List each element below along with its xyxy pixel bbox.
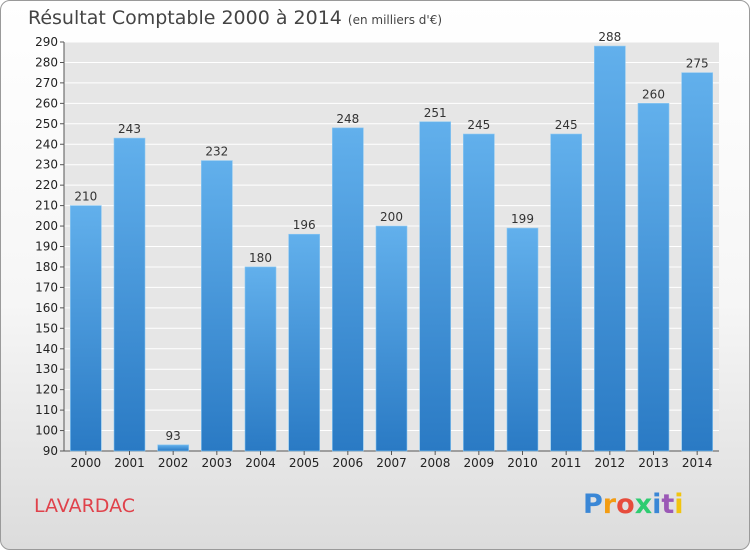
- y-tick-label: 230: [35, 158, 58, 172]
- value-label-2013: 260: [642, 87, 665, 101]
- y-tick-label: 210: [35, 199, 58, 213]
- value-label-2011: 245: [555, 118, 578, 132]
- value-label-2012: 288: [598, 30, 621, 44]
- chart-title-line: Résultat Comptable 2000 à 2014 (en millie…: [28, 7, 442, 29]
- value-label-2007: 200: [380, 210, 403, 224]
- bar-2013: [637, 103, 670, 452]
- y-tick-label: 130: [35, 362, 58, 376]
- bar-2000: [70, 205, 102, 452]
- bar-2006: [332, 127, 364, 452]
- y-tick-label: 140: [35, 342, 58, 356]
- logo-letter: o: [616, 489, 635, 520]
- chart-subtitle: (en milliers d'€): [347, 13, 443, 27]
- x-tick-label-2002: 2002: [158, 456, 189, 470]
- x-tick-label-2006: 2006: [333, 456, 364, 470]
- y-tick-label: 110: [35, 403, 58, 417]
- y-tick-label: 160: [35, 301, 58, 315]
- y-tick-label: 290: [35, 35, 58, 49]
- logo-letter: t: [661, 489, 675, 520]
- bar-2002: [157, 444, 189, 452]
- location-label: LAVARDAC: [34, 495, 136, 517]
- y-tick-label: 150: [35, 321, 58, 335]
- x-tick-label-2009: 2009: [464, 456, 495, 470]
- logo-letter: P: [583, 489, 603, 520]
- x-tick-label-2008: 2008: [420, 456, 451, 470]
- logo-letter: i: [674, 489, 684, 520]
- y-tick-label: 270: [35, 76, 58, 90]
- y-tick-label: 170: [35, 280, 58, 294]
- y-tick-label: 90: [43, 444, 58, 458]
- value-label-2001: 243: [118, 122, 141, 136]
- chart-title: Résultat Comptable 2000 à 2014: [28, 7, 342, 29]
- y-tick-label: 100: [35, 424, 58, 438]
- bar-2010: [506, 227, 539, 452]
- logo-letter: r: [602, 489, 617, 520]
- y-tick-label: 220: [35, 178, 58, 192]
- x-tick-label-2003: 2003: [202, 456, 233, 470]
- bar-2007: [375, 225, 408, 452]
- x-tick-label-2011: 2011: [551, 456, 582, 470]
- x-tick-label-2013: 2013: [638, 456, 669, 470]
- bar-2003: [201, 160, 233, 452]
- bar-2012: [594, 45, 626, 452]
- value-label-2009: 245: [467, 118, 490, 132]
- x-tick-label-2014: 2014: [682, 456, 713, 470]
- bar-2009: [463, 133, 495, 452]
- x-tick-label-2001: 2001: [114, 456, 145, 470]
- x-tick-label-2012: 2012: [595, 456, 626, 470]
- bar-2001: [113, 137, 146, 452]
- y-tick-label: 200: [35, 219, 58, 233]
- y-tick-label: 250: [35, 117, 58, 131]
- bar-2005: [288, 233, 320, 452]
- x-tick-label-2007: 2007: [376, 456, 407, 470]
- x-tick-label-2000: 2000: [71, 456, 102, 470]
- proxiti-logo: Proxiti: [583, 489, 684, 520]
- y-tick-label: 180: [35, 260, 58, 274]
- bar-2011: [550, 133, 582, 452]
- bar-2014: [681, 72, 713, 452]
- value-label-2004: 180: [249, 251, 272, 265]
- logo-letter: x: [634, 489, 653, 520]
- value-label-2008: 251: [424, 106, 447, 120]
- y-tick-label: 120: [35, 383, 58, 397]
- x-tick-label-2004: 2004: [245, 456, 276, 470]
- x-tick-label-2005: 2005: [289, 456, 320, 470]
- y-tick-label: 190: [35, 240, 58, 254]
- logo-letter: i: [652, 489, 662, 520]
- value-label-2005: 196: [293, 218, 316, 232]
- bar-2004: [244, 266, 277, 452]
- x-tick-label-2010: 2010: [507, 456, 538, 470]
- value-label-2002: 93: [166, 429, 181, 443]
- value-label-2006: 248: [336, 112, 359, 126]
- value-label-2014: 275: [686, 57, 709, 71]
- y-tick-label: 280: [35, 55, 58, 69]
- value-label-2010: 199: [511, 212, 534, 226]
- bar-2008: [419, 121, 451, 452]
- value-label-2000: 210: [74, 190, 97, 204]
- y-tick-label: 260: [35, 96, 58, 110]
- value-label-2003: 232: [205, 145, 228, 159]
- y-tick-label: 240: [35, 137, 58, 151]
